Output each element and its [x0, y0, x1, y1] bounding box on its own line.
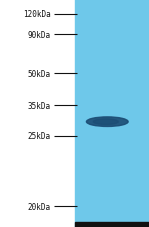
Text: 35kDa: 35kDa — [28, 101, 51, 110]
Text: 20kDa: 20kDa — [28, 202, 51, 211]
Text: 90kDa: 90kDa — [28, 31, 51, 40]
Text: 50kDa: 50kDa — [28, 69, 51, 78]
Ellipse shape — [93, 119, 118, 125]
Bar — [75, 222, 149, 227]
Ellipse shape — [86, 117, 128, 127]
Bar — [75, 0, 149, 227]
Text: 120kDa: 120kDa — [23, 10, 51, 19]
Text: 25kDa: 25kDa — [28, 132, 51, 141]
Bar — [0, 0, 75, 227]
